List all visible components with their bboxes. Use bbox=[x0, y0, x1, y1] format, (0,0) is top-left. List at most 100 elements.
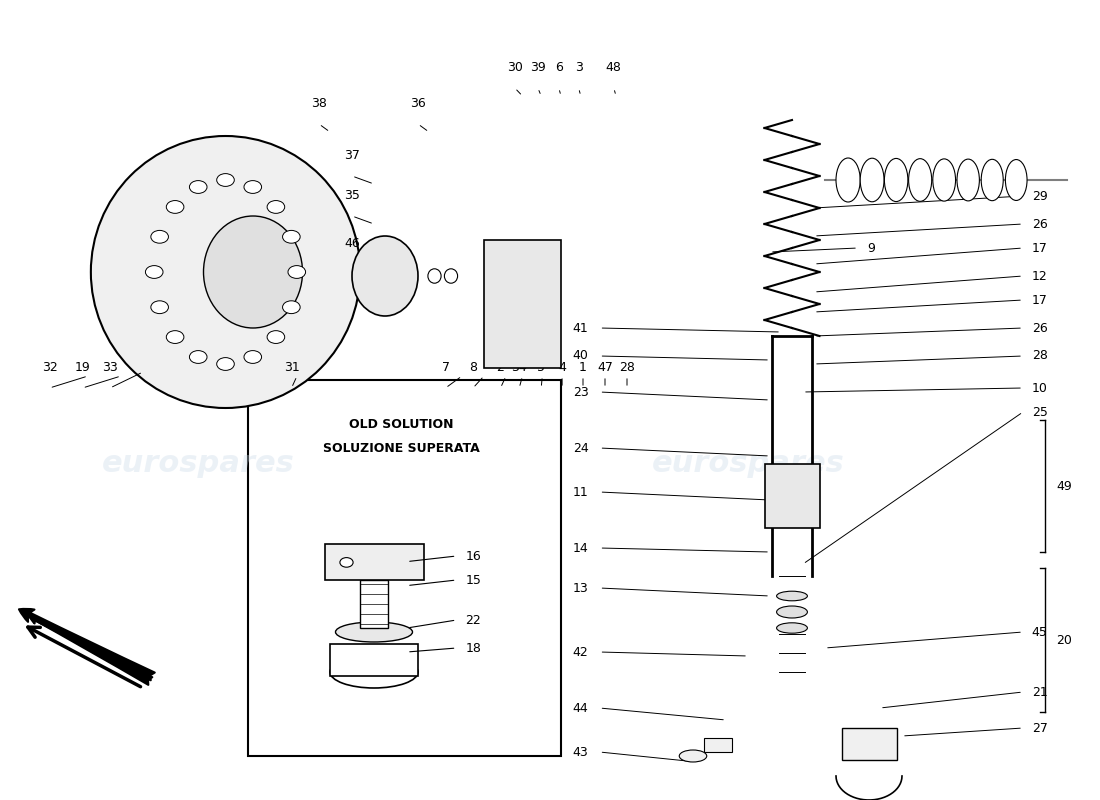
Text: 22: 22 bbox=[465, 614, 481, 626]
Text: 32: 32 bbox=[42, 361, 57, 374]
Ellipse shape bbox=[836, 158, 860, 202]
Circle shape bbox=[166, 201, 184, 214]
Ellipse shape bbox=[444, 269, 458, 283]
Text: 38: 38 bbox=[311, 97, 327, 110]
Text: 11: 11 bbox=[573, 486, 588, 498]
Ellipse shape bbox=[680, 750, 706, 762]
Bar bbox=[330, 644, 418, 676]
Circle shape bbox=[151, 301, 168, 314]
Text: 7: 7 bbox=[441, 361, 450, 374]
Text: 2: 2 bbox=[496, 361, 505, 374]
Text: 41: 41 bbox=[573, 322, 588, 334]
Text: 12: 12 bbox=[1032, 270, 1047, 282]
Text: 46: 46 bbox=[344, 237, 360, 250]
Text: 48: 48 bbox=[606, 61, 621, 74]
Ellipse shape bbox=[330, 656, 418, 688]
Text: 15: 15 bbox=[465, 574, 481, 586]
Text: 9: 9 bbox=[867, 242, 875, 254]
FancyBboxPatch shape bbox=[842, 728, 896, 760]
Circle shape bbox=[244, 181, 262, 194]
Text: 26: 26 bbox=[1032, 322, 1047, 334]
Text: 24: 24 bbox=[573, 442, 588, 454]
Circle shape bbox=[145, 266, 163, 278]
Text: 39: 39 bbox=[530, 61, 546, 74]
Circle shape bbox=[151, 230, 168, 243]
Ellipse shape bbox=[860, 158, 884, 202]
Text: 1: 1 bbox=[579, 361, 587, 374]
Text: 10: 10 bbox=[1032, 382, 1047, 394]
Circle shape bbox=[244, 350, 262, 363]
Ellipse shape bbox=[777, 606, 807, 618]
Text: 14: 14 bbox=[573, 542, 588, 554]
Circle shape bbox=[340, 558, 353, 567]
Text: 36: 36 bbox=[410, 97, 426, 110]
Text: 21: 21 bbox=[1032, 686, 1047, 698]
Text: 28: 28 bbox=[1032, 350, 1047, 362]
Text: 6: 6 bbox=[554, 61, 563, 74]
Text: eurospares: eurospares bbox=[651, 450, 845, 478]
Ellipse shape bbox=[204, 216, 302, 328]
Text: 8: 8 bbox=[469, 361, 477, 374]
Text: 40: 40 bbox=[573, 350, 588, 362]
Text: 35: 35 bbox=[344, 189, 360, 202]
Text: 4: 4 bbox=[558, 361, 566, 374]
FancyBboxPatch shape bbox=[324, 544, 424, 580]
Text: 17: 17 bbox=[1032, 294, 1047, 306]
Text: 28: 28 bbox=[619, 361, 635, 374]
Text: 33: 33 bbox=[102, 361, 118, 374]
Text: 17: 17 bbox=[1032, 242, 1047, 254]
Text: 18: 18 bbox=[465, 642, 481, 654]
Ellipse shape bbox=[933, 159, 956, 201]
Ellipse shape bbox=[336, 622, 412, 642]
Text: 42: 42 bbox=[573, 646, 588, 658]
Text: 16: 16 bbox=[465, 550, 481, 562]
Circle shape bbox=[166, 330, 184, 343]
Text: OLD SOLUTION: OLD SOLUTION bbox=[350, 418, 453, 430]
Text: 5: 5 bbox=[537, 361, 546, 374]
Text: 26: 26 bbox=[1032, 218, 1047, 230]
Text: SOLUZIONE SUPERATA: SOLUZIONE SUPERATA bbox=[323, 442, 480, 454]
Circle shape bbox=[283, 230, 300, 243]
Circle shape bbox=[288, 266, 306, 278]
Text: 37: 37 bbox=[344, 149, 360, 162]
Circle shape bbox=[217, 174, 234, 186]
Ellipse shape bbox=[91, 136, 360, 408]
Text: 43: 43 bbox=[573, 746, 588, 758]
Ellipse shape bbox=[1005, 159, 1027, 201]
Text: 29: 29 bbox=[1032, 190, 1047, 202]
Circle shape bbox=[189, 181, 207, 194]
Ellipse shape bbox=[884, 158, 908, 202]
Ellipse shape bbox=[352, 236, 418, 316]
Text: 44: 44 bbox=[573, 702, 588, 714]
Circle shape bbox=[267, 201, 285, 214]
Text: 20: 20 bbox=[1056, 634, 1071, 646]
Bar bbox=[360, 580, 388, 628]
Ellipse shape bbox=[909, 158, 932, 202]
Ellipse shape bbox=[981, 159, 1003, 201]
FancyBboxPatch shape bbox=[248, 380, 561, 756]
Text: 19: 19 bbox=[75, 361, 90, 374]
Text: 30: 30 bbox=[507, 61, 522, 74]
Circle shape bbox=[267, 330, 285, 343]
Circle shape bbox=[283, 301, 300, 314]
Text: 34: 34 bbox=[512, 361, 527, 374]
Text: eurospares: eurospares bbox=[101, 450, 295, 478]
Ellipse shape bbox=[957, 159, 979, 201]
Text: 13: 13 bbox=[573, 582, 588, 594]
Text: 31: 31 bbox=[284, 361, 299, 374]
Ellipse shape bbox=[428, 269, 441, 283]
FancyBboxPatch shape bbox=[704, 738, 732, 752]
FancyBboxPatch shape bbox=[764, 464, 820, 528]
Text: 49: 49 bbox=[1056, 479, 1071, 493]
Circle shape bbox=[189, 350, 207, 363]
Ellipse shape bbox=[777, 622, 807, 634]
Text: 47: 47 bbox=[597, 361, 613, 374]
Ellipse shape bbox=[777, 591, 807, 601]
FancyBboxPatch shape bbox=[484, 240, 561, 368]
Text: 23: 23 bbox=[573, 386, 588, 398]
Text: 45: 45 bbox=[1032, 626, 1047, 638]
Text: 3: 3 bbox=[574, 61, 583, 74]
Text: 25: 25 bbox=[1032, 406, 1047, 418]
Text: 27: 27 bbox=[1032, 722, 1047, 734]
Circle shape bbox=[217, 358, 234, 370]
